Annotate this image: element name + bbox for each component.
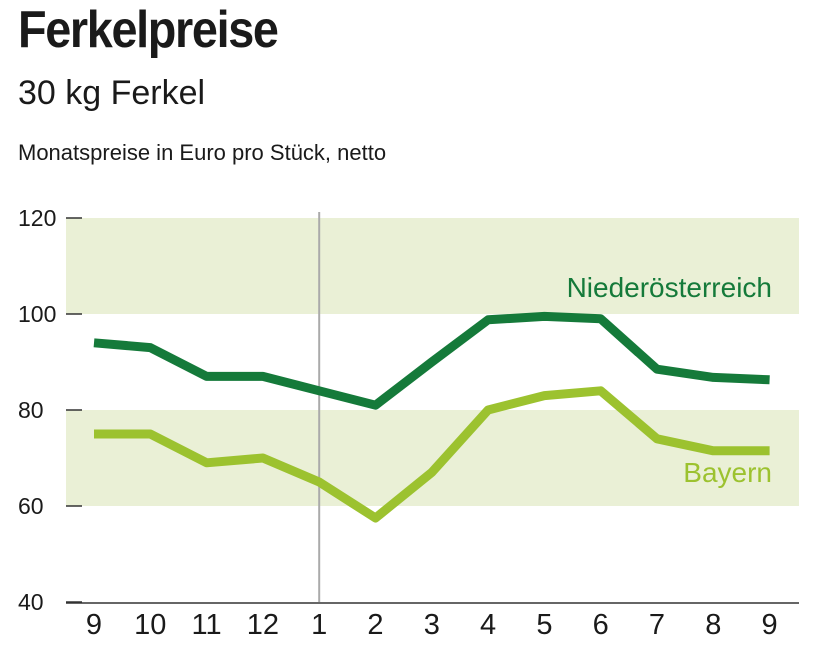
x-tick-label: 6 [593,609,609,641]
x-tick-label: 9 [762,609,778,641]
y-tick-label-100: 100 [18,301,56,327]
y-tick-label-80: 80 [18,397,44,423]
x-tick-label: 10 [134,609,166,641]
unit-note: Monatspreise in Euro pro Stück, netto [18,140,387,165]
background-bands [66,218,799,506]
x-tick-label: 11 [192,609,222,641]
series-line-bayern [94,386,770,523]
x-tick-label: 12 [247,609,279,641]
series-label-bayern: Bayern [683,457,772,488]
y-axis-ticks: 40 60 80 100 120 [18,205,82,615]
series-line-niederoesterreich [93,311,770,410]
x-tick-label: 3 [424,609,440,641]
series-lines [93,311,770,523]
x-tick-label: 8 [705,609,721,641]
chart-title: Ferkelpreise [18,1,279,59]
chart-subtitle: 30 kg Ferkel [18,74,206,112]
x-tick-label: 2 [367,609,383,641]
series-label-niederoesterreich: Niederösterreich [567,272,772,303]
x-tick-label: 1 [311,609,327,641]
x-tick-label: 4 [480,609,496,641]
x-axis: 9 10 11 12 1 2 3 4 5 6 7 8 9 [66,602,799,641]
y-tick-label-60: 60 [18,493,44,519]
x-tick-label: 9 [86,609,102,641]
x-tick-label: 7 [649,609,665,641]
series-labels: Niederösterreich Bayern [567,272,772,488]
x-tick-label: 5 [536,609,552,641]
y-tick-label-120: 120 [18,205,56,231]
y-tick-label-40: 40 [18,589,44,615]
band-100-120 [66,218,799,314]
